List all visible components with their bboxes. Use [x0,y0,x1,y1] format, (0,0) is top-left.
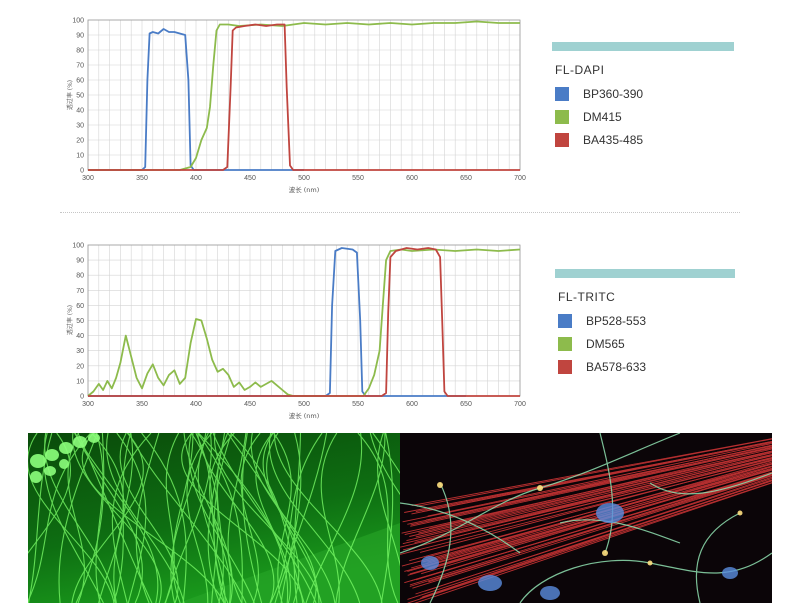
x-tick-label: 450 [244,175,256,182]
y-tick-label: 40 [76,108,84,115]
dapi-legend-bar [552,42,734,51]
dapi-y-axis-label: 透过率 (%) [66,80,74,110]
legend-swatch-green [555,110,569,124]
y-tick-label: 0 [80,394,84,401]
legend-swatch-red [558,360,572,374]
y-tick-label: 100 [72,18,84,25]
tritc-chart: 0 10 20 30 40 50 60 70 80 90 100 300 350 400 450 500 550… [66,243,526,421]
legend-label: BA435-485 [583,133,644,147]
tritc-legend-entry: BA578-633 [558,360,735,374]
y-tick-label: 90 [76,33,84,40]
dapi-x-axis-label: 波长 (nm) [289,185,320,194]
y-tick-label: 50 [76,93,84,100]
x-tick-label: 700 [514,175,526,182]
tritc-legend-entry: DM565 [558,337,735,351]
red-neuron-fluorescence-image [400,433,772,603]
y-tick-label: 60 [76,78,84,85]
legend-label: DM415 [583,110,622,124]
legend-swatch-blue [558,314,572,328]
dapi-ticks: 0 10 20 30 40 50 60 70 80 90 100 300 350 400 450 500 550… [72,18,526,183]
tritc-x-axis-label: 波长 (nm) [289,411,320,420]
legend-swatch-green [558,337,572,351]
legend-swatch-red [555,133,569,147]
x-tick-label: 600 [406,401,418,408]
y-tick-label: 70 [76,63,84,70]
x-tick-label: 350 [136,175,148,182]
y-tick-label: 30 [76,348,84,355]
dapi-legend-title: FL-DAPI [555,63,605,77]
x-tick-label: 500 [298,401,310,408]
tritc-legend-title: FL-TRITC [558,290,616,304]
x-tick-label: 350 [136,401,148,408]
legend-label: BA578-633 [586,360,647,374]
y-tick-label: 50 [76,318,84,325]
dapi-legend: FL-DAPI BP360-390 DM415 BA435-485 [552,42,734,156]
series-line-ba578-633 [88,247,520,397]
dapi-grid [87,19,521,171]
x-tick-label: 550 [352,401,364,408]
dapi-legend-entry: BP360-390 [555,87,734,101]
y-tick-label: 90 [76,258,84,265]
x-tick-label: 500 [298,175,310,182]
series-line-ba435-485 [88,23,520,171]
tritc-legend: FL-TRITC BP528-553 DM565 BA578-633 [555,269,735,383]
y-tick-label: 80 [76,273,84,280]
x-tick-label: 600 [406,175,418,182]
series-line-dm565 [87,248,521,397]
y-tick-label: 100 [72,243,84,250]
x-tick-label: 400 [190,175,202,182]
dapi-series-lines [88,20,520,171]
tritc-grid [87,244,521,397]
y-tick-label: 60 [76,303,84,310]
y-tick-label: 10 [76,153,84,160]
legend-label: BP528-553 [586,314,647,328]
y-tick-label: 30 [76,123,84,130]
x-tick-label: 450 [244,401,256,408]
y-tick-label: 20 [76,138,84,145]
y-tick-label: 70 [76,288,84,295]
tritc-y-axis-label: 透过率 (%) [66,305,74,335]
legend-swatch-blue [555,87,569,101]
tritc-ticks: 0 10 20 30 40 50 60 70 80 90 100 300 350 400 450 500 550… [72,243,526,409]
dapi-legend-entry: DM415 [555,110,734,124]
y-tick-label: 20 [76,363,84,370]
x-tick-label: 650 [460,175,472,182]
dapi-legend-entry: BA435-485 [555,133,734,147]
tritc-series-lines [87,247,521,397]
x-tick-label: 650 [460,401,472,408]
y-tick-label: 10 [76,378,84,385]
x-tick-label: 550 [352,175,364,182]
x-tick-label: 300 [82,175,94,182]
tritc-legend-bar [555,269,735,278]
x-tick-label: 700 [514,401,526,408]
x-tick-label: 300 [82,401,94,408]
series-line-bp360-390 [88,28,304,171]
y-tick-label: 40 [76,333,84,340]
x-tick-label: 400 [190,401,202,408]
green-fluorescence-image [28,433,400,603]
legend-label: BP360-390 [583,87,644,101]
dapi-chart: 0 10 20 30 40 50 60 70 80 90 100 300 350 400 450 500 550… [66,18,526,195]
y-tick-label: 80 [76,48,84,55]
legend-label: DM565 [586,337,625,351]
section-divider [60,212,740,213]
series-line-bp528-553 [88,247,466,397]
tritc-legend-entry: BP528-553 [558,314,735,328]
y-tick-label: 0 [80,168,84,175]
